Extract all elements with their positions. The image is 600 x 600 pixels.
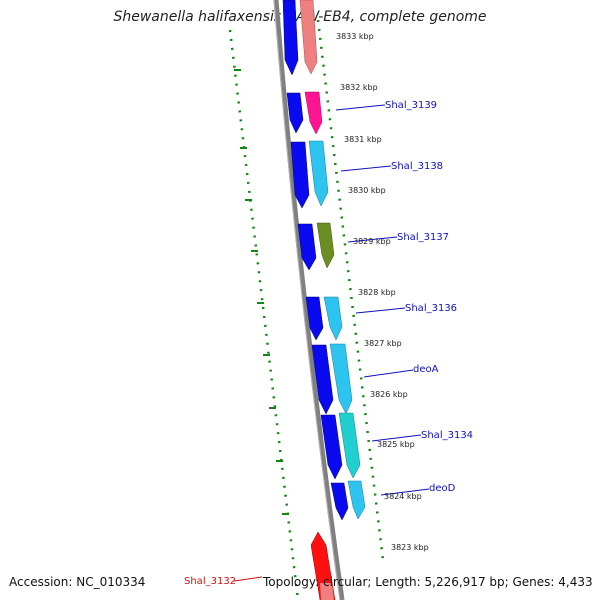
genome-backbone	[273, 0, 345, 600]
gene-label-shal-3137[interactable]: Shal_3137	[397, 232, 449, 243]
gene-label-deod[interactable]: deoD	[429, 483, 456, 494]
topology-text: Topology: circular; Length: 5,226,917 bp…	[263, 575, 593, 589]
ruler-ticks	[234, 69, 289, 515]
ruler-label: 3826 kbp	[370, 390, 408, 399]
gene-arrow[interactable]	[338, 412, 361, 479]
gene-label-shal-3138[interactable]: Shal_3138	[391, 161, 443, 172]
ruler-label: 3833 kbp	[336, 32, 374, 41]
gene-arrow[interactable]	[320, 414, 343, 480]
dotted-guide-right	[316, 19, 385, 561]
label-leader	[355, 307, 406, 314]
label-leader	[363, 369, 414, 378]
ruler-label: 3825 kbp	[377, 440, 415, 449]
accession-text: Accession: NC_010334	[9, 575, 146, 589]
dotted-guide-left	[228, 29, 300, 600]
gene-label-shal-3134[interactable]: Shal_3134	[421, 430, 473, 441]
gene-arrow[interactable]	[323, 296, 343, 341]
ruler-label: 3829 kbp	[353, 237, 391, 246]
gene-arrow[interactable]	[299, 0, 318, 75]
gene-arrow[interactable]	[311, 344, 334, 415]
ruler-label: 3824 kbp	[384, 492, 422, 501]
gene-arrow[interactable]	[297, 223, 317, 271]
ruler-label: 3823 kbp	[391, 543, 429, 552]
gene-arrow[interactable]	[290, 141, 310, 209]
ruler-label: 3831 kbp	[344, 135, 382, 144]
gene-label-shal-3132[interactable]: Shal_3132	[184, 576, 236, 587]
label-leader	[233, 576, 263, 582]
ruler-label: 3828 kbp	[358, 288, 396, 297]
gene-arrow[interactable]	[330, 482, 349, 521]
label-leader	[340, 165, 392, 172]
gene-arrow[interactable]	[308, 140, 329, 207]
label-leader	[380, 488, 430, 496]
ruler-label: 3830 kbp	[348, 186, 386, 195]
ruler-label: 3832 kbp	[340, 83, 378, 92]
genome-backbone-highlight	[273, 0, 341, 600]
gene-arrow	[320, 583, 334, 600]
gene-arrow[interactable]	[286, 92, 304, 134]
gene-arrow[interactable]	[282, 0, 299, 76]
gene-arrow[interactable]	[316, 222, 335, 269]
label-leader	[335, 104, 386, 111]
label-leader	[347, 236, 398, 243]
ruler-label: 3827 kbp	[364, 339, 402, 348]
gene-label-shal-3136[interactable]: Shal_3136	[405, 303, 457, 314]
gene-arrow[interactable]	[347, 480, 366, 520]
gene-arrow[interactable]	[305, 296, 324, 341]
gene-label-deoa[interactable]: deoA	[413, 364, 439, 375]
gene-label-shal-3139[interactable]: Shal_3139	[385, 100, 437, 111]
label-leader	[371, 434, 422, 442]
map-title: Shewanella halifaxensis HAW-EB4, complet…	[113, 9, 487, 25]
gene-arrow[interactable]	[329, 343, 353, 415]
gene-arrow[interactable]	[304, 91, 323, 135]
